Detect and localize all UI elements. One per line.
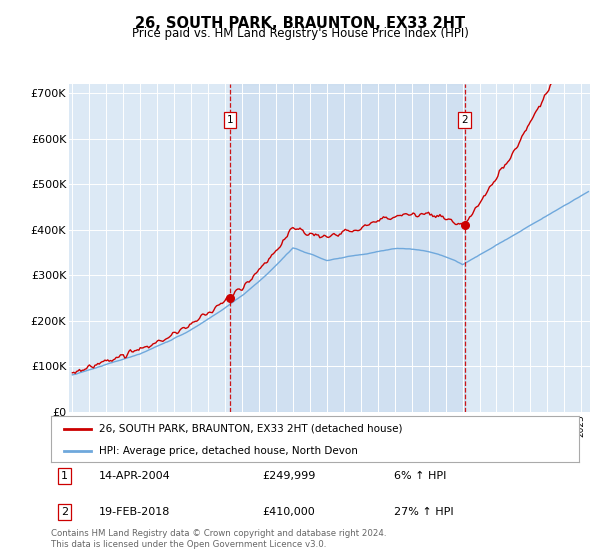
Text: 27% ↑ HPI: 27% ↑ HPI: [394, 507, 454, 517]
Text: 6% ↑ HPI: 6% ↑ HPI: [394, 471, 446, 481]
Text: 2: 2: [461, 115, 468, 125]
Text: £249,999: £249,999: [262, 471, 316, 481]
Text: 19-FEB-2018: 19-FEB-2018: [98, 507, 170, 517]
Text: HPI: Average price, detached house, North Devon: HPI: Average price, detached house, Nort…: [98, 446, 358, 455]
Bar: [230, 84, 464, 412]
Text: 1: 1: [61, 471, 68, 481]
Text: 2: 2: [61, 507, 68, 517]
Text: 1: 1: [227, 115, 233, 125]
Text: £410,000: £410,000: [262, 507, 315, 517]
Text: 26, SOUTH PARK, BRAUNTON, EX33 2HT (detached house): 26, SOUTH PARK, BRAUNTON, EX33 2HT (deta…: [98, 424, 402, 434]
Text: 26, SOUTH PARK, BRAUNTON, EX33 2HT: 26, SOUTH PARK, BRAUNTON, EX33 2HT: [135, 16, 465, 31]
Text: Price paid vs. HM Land Registry's House Price Index (HPI): Price paid vs. HM Land Registry's House …: [131, 27, 469, 40]
Text: 14-APR-2004: 14-APR-2004: [98, 471, 170, 481]
Text: Contains HM Land Registry data © Crown copyright and database right 2024.
This d: Contains HM Land Registry data © Crown c…: [51, 529, 386, 549]
